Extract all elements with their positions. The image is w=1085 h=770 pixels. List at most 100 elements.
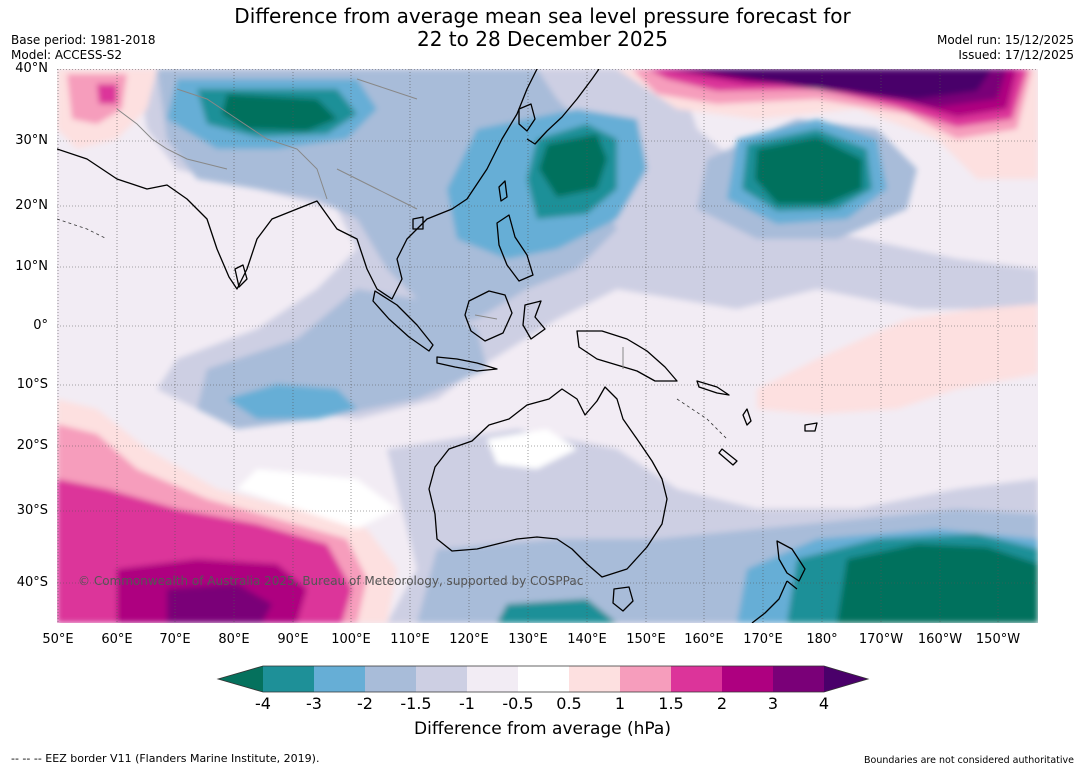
lon-label-120e: 120°E [449, 632, 489, 647]
lon-label-160e: 160°E [684, 632, 724, 647]
map-panel [57, 69, 1038, 623]
lon-label-150e: 150°E [626, 632, 666, 647]
issued-date: Issued: 17/12/2025 [958, 48, 1074, 62]
coastline-taiwan [498, 180, 508, 202]
anomaly-region-below-neg4-south [837, 544, 1038, 623]
footer-eez-note: -- -- -- EEZ border V11 (Flanders Marine… [11, 752, 320, 765]
coastline-new-zealand-north [776, 540, 806, 582]
coastline-vanuatu [742, 408, 752, 426]
coastline-australia [428, 386, 668, 578]
coastline-asia-mainland [57, 69, 538, 300]
lat-label-equator: 0° [33, 318, 48, 333]
coastline-sri-lanka [234, 264, 248, 288]
border-himalaya [176, 88, 328, 200]
anomaly-region-below-neg4-north-pacific [755, 137, 862, 204]
colorbar-tick-pos1: 1 [614, 694, 626, 713]
colorbar-tick-neg05: -0.5 [502, 694, 534, 713]
colorbar-tick-pos05: 0.5 [556, 694, 582, 713]
anomaly-region-neg3-indian [227, 384, 357, 419]
anomaly-region-neutral-australia [487, 429, 577, 469]
eez-border-indian [57, 218, 108, 240]
colorbar-swatch [314, 666, 366, 692]
anomaly-fields [57, 69, 1038, 623]
coastline-borneo [464, 290, 513, 342]
colorbar-tick-pos15: 1.5 [658, 694, 684, 713]
lon-label-130e: 130°E [508, 632, 548, 647]
colorbar-tick-neg15: -1.5 [400, 694, 432, 713]
colorbar-high-extend [824, 666, 868, 692]
lat-label-40s: 40°S [16, 575, 48, 590]
colorbar-swatches [263, 666, 825, 692]
meta-left: Base period: 1981-2018 Model: ACCESS-S2 [11, 33, 156, 63]
lat-label-10s: 10°S [16, 377, 48, 392]
map-svg [57, 69, 1038, 623]
coastline-philippines [496, 214, 534, 282]
coastline-fiji [804, 422, 818, 432]
coastline-new-guinea [576, 330, 678, 382]
eez-borders [57, 218, 728, 440]
lon-label-80e: 80°E [218, 632, 250, 647]
colorbar-tick-pos4: 4 [818, 694, 830, 713]
eez-border-pacific [676, 398, 728, 440]
colorbar-swatch [263, 666, 315, 692]
colorbar-tick-pos3: 3 [767, 694, 779, 713]
border-west-asia [116, 108, 228, 170]
lat-label-30s: 30°S [16, 503, 48, 518]
lon-label-150w: 150°W [975, 632, 1021, 647]
anomaly-region-below-neg4-philippine-sea [539, 134, 607, 197]
colorbar-swatch [365, 666, 417, 692]
lat-label-20s: 20°S [16, 438, 48, 453]
title-line-1: Difference from average mean sea level p… [234, 4, 851, 28]
model-name: Model: ACCESS-S2 [11, 48, 123, 62]
colorbar-swatch [671, 666, 723, 692]
border-borneo [474, 314, 498, 320]
lon-label-140e: 140°E [567, 632, 607, 647]
lat-label-30n: 30°N [15, 133, 48, 148]
colorbar-swatch [620, 666, 672, 692]
coastline-new-zealand-south [751, 580, 798, 623]
coastline-java [436, 356, 498, 372]
colorbar-low-extend [218, 666, 263, 692]
anomaly-region-below-neg4-tasman [497, 599, 617, 623]
colorbar-swatch [722, 666, 774, 692]
lon-label-170e: 170°E [743, 632, 783, 647]
colorbar-swatch [416, 666, 468, 692]
border-southeast-asia [336, 168, 418, 210]
coastline-solomon-islands [696, 380, 730, 396]
coastlines [57, 69, 818, 623]
coastline-japan [526, 69, 600, 145]
lon-label-50e: 50°E [42, 632, 74, 647]
lon-label-60e: 60°E [101, 632, 133, 647]
graticule [57, 69, 1038, 623]
anomaly-region-pos05-east-pacific [757, 304, 1038, 414]
lon-label-160w: 160°W [917, 632, 963, 647]
colorbar-tick-pos2: 2 [716, 694, 728, 713]
lon-label-180: 180° [806, 632, 838, 647]
lon-label-110e: 110°E [390, 632, 430, 647]
colorbar-tick-neg3: -3 [306, 694, 322, 713]
lat-label-10n: 10°N [15, 259, 48, 274]
lon-label-70e: 70°E [159, 632, 191, 647]
coastline-korea [518, 103, 536, 132]
footer-boundaries-note: Boundaries are not considered authoritat… [864, 755, 1074, 766]
anomaly-region-pos3-sw-indian [167, 584, 272, 623]
colorbar-tick-neg4: -4 [255, 694, 271, 713]
lat-label-40n: 40°N [15, 61, 48, 76]
lon-label-170w: 170°W [858, 632, 904, 647]
colorbar-swatch [773, 666, 825, 692]
copyright-notice: © Commonwealth of Australia 2025, Bureau… [78, 574, 584, 588]
colorbar-title: Difference from average (hPa) [414, 719, 671, 739]
lon-label-90e: 90°E [277, 632, 309, 647]
chart-title: Difference from average mean sea level p… [0, 5, 1085, 51]
coastline-sumatra [372, 290, 434, 352]
colorbar-swatch [569, 666, 621, 692]
meta-right: Model run: 15/12/2025 Issued: 17/12/2025 [937, 33, 1074, 63]
lon-label-100e: 100°E [331, 632, 371, 647]
coastline-new-caledonia [718, 448, 738, 466]
colorbar-swatch [518, 666, 570, 692]
colorbar-tick-neg1: -1 [459, 694, 475, 713]
anomaly-region-pos15-arabia [97, 84, 117, 104]
anomaly-region-above-pos4-north-pacific [677, 69, 992, 99]
model-run: Model run: 15/12/2025 [936, 33, 1074, 47]
colorbar-tick-neg2: -2 [357, 694, 373, 713]
